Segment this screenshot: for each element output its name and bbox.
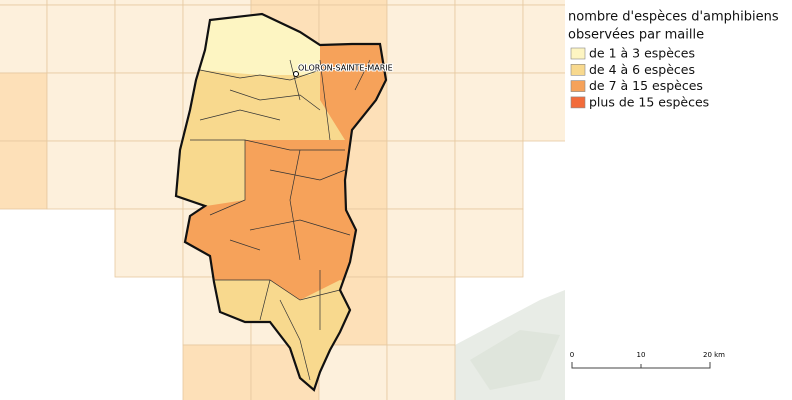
grid-cell <box>0 72 48 142</box>
grid-cell <box>250 0 320 6</box>
legend-panel <box>565 0 792 215</box>
scale-label: 10 <box>637 351 646 359</box>
grid-cell <box>386 276 456 346</box>
scale-label: 0 <box>570 351 574 359</box>
grid-cell <box>114 208 184 278</box>
grid-cell <box>454 4 524 74</box>
city-marker <box>293 71 299 77</box>
grid-cell <box>114 72 184 142</box>
legend-swatch <box>570 96 586 109</box>
grid-cell <box>386 72 456 142</box>
grid-cell <box>0 0 48 6</box>
grid-cell <box>182 0 252 6</box>
grid-cell <box>46 72 116 142</box>
grid-cell <box>114 0 184 6</box>
grid-cell <box>318 344 388 400</box>
grid-cell <box>114 4 184 74</box>
legend: nombre d'espèces d'amphibiens observées p… <box>568 10 779 110</box>
grid-cell <box>182 344 252 400</box>
grid-cell <box>46 0 116 6</box>
grid-cell <box>386 4 456 74</box>
scale-label: 20 km <box>703 351 725 359</box>
grid-cell <box>386 140 456 210</box>
grid-cell <box>0 4 48 74</box>
grid-cell <box>46 140 116 210</box>
legend-swatch <box>570 80 586 92</box>
grid-cell <box>46 4 116 74</box>
grid-cell <box>454 72 524 142</box>
grid-cell <box>454 0 524 6</box>
legend-title: nombre d'espèces d'amphibiens <box>568 10 779 25</box>
grid-cell <box>454 208 524 278</box>
legend-swatch <box>570 64 586 76</box>
legend-swatch <box>570 47 586 60</box>
legend-label: de 1 à 3 espèces <box>589 46 695 61</box>
legend-label: plus de 15 espèces <box>589 94 709 109</box>
grid-cell <box>318 0 388 6</box>
city-label: OLORON-SAINTE-MARIE <box>298 64 393 73</box>
region-outline <box>174 12 388 392</box>
grid-cell <box>386 208 456 278</box>
grid-cell <box>454 140 524 210</box>
grid-cell <box>386 344 456 400</box>
legend-title: observées par maille <box>568 28 704 43</box>
scale-bar: 0 10 20 km <box>570 351 725 369</box>
legend-label: de 7 à 15 espèces <box>589 78 703 93</box>
grid-cell <box>0 140 48 210</box>
grid-cells <box>0 0 592 400</box>
grid-cell <box>386 0 456 6</box>
legend-label: de 4 à 6 espèces <box>589 62 695 77</box>
grid-cell <box>114 140 184 210</box>
